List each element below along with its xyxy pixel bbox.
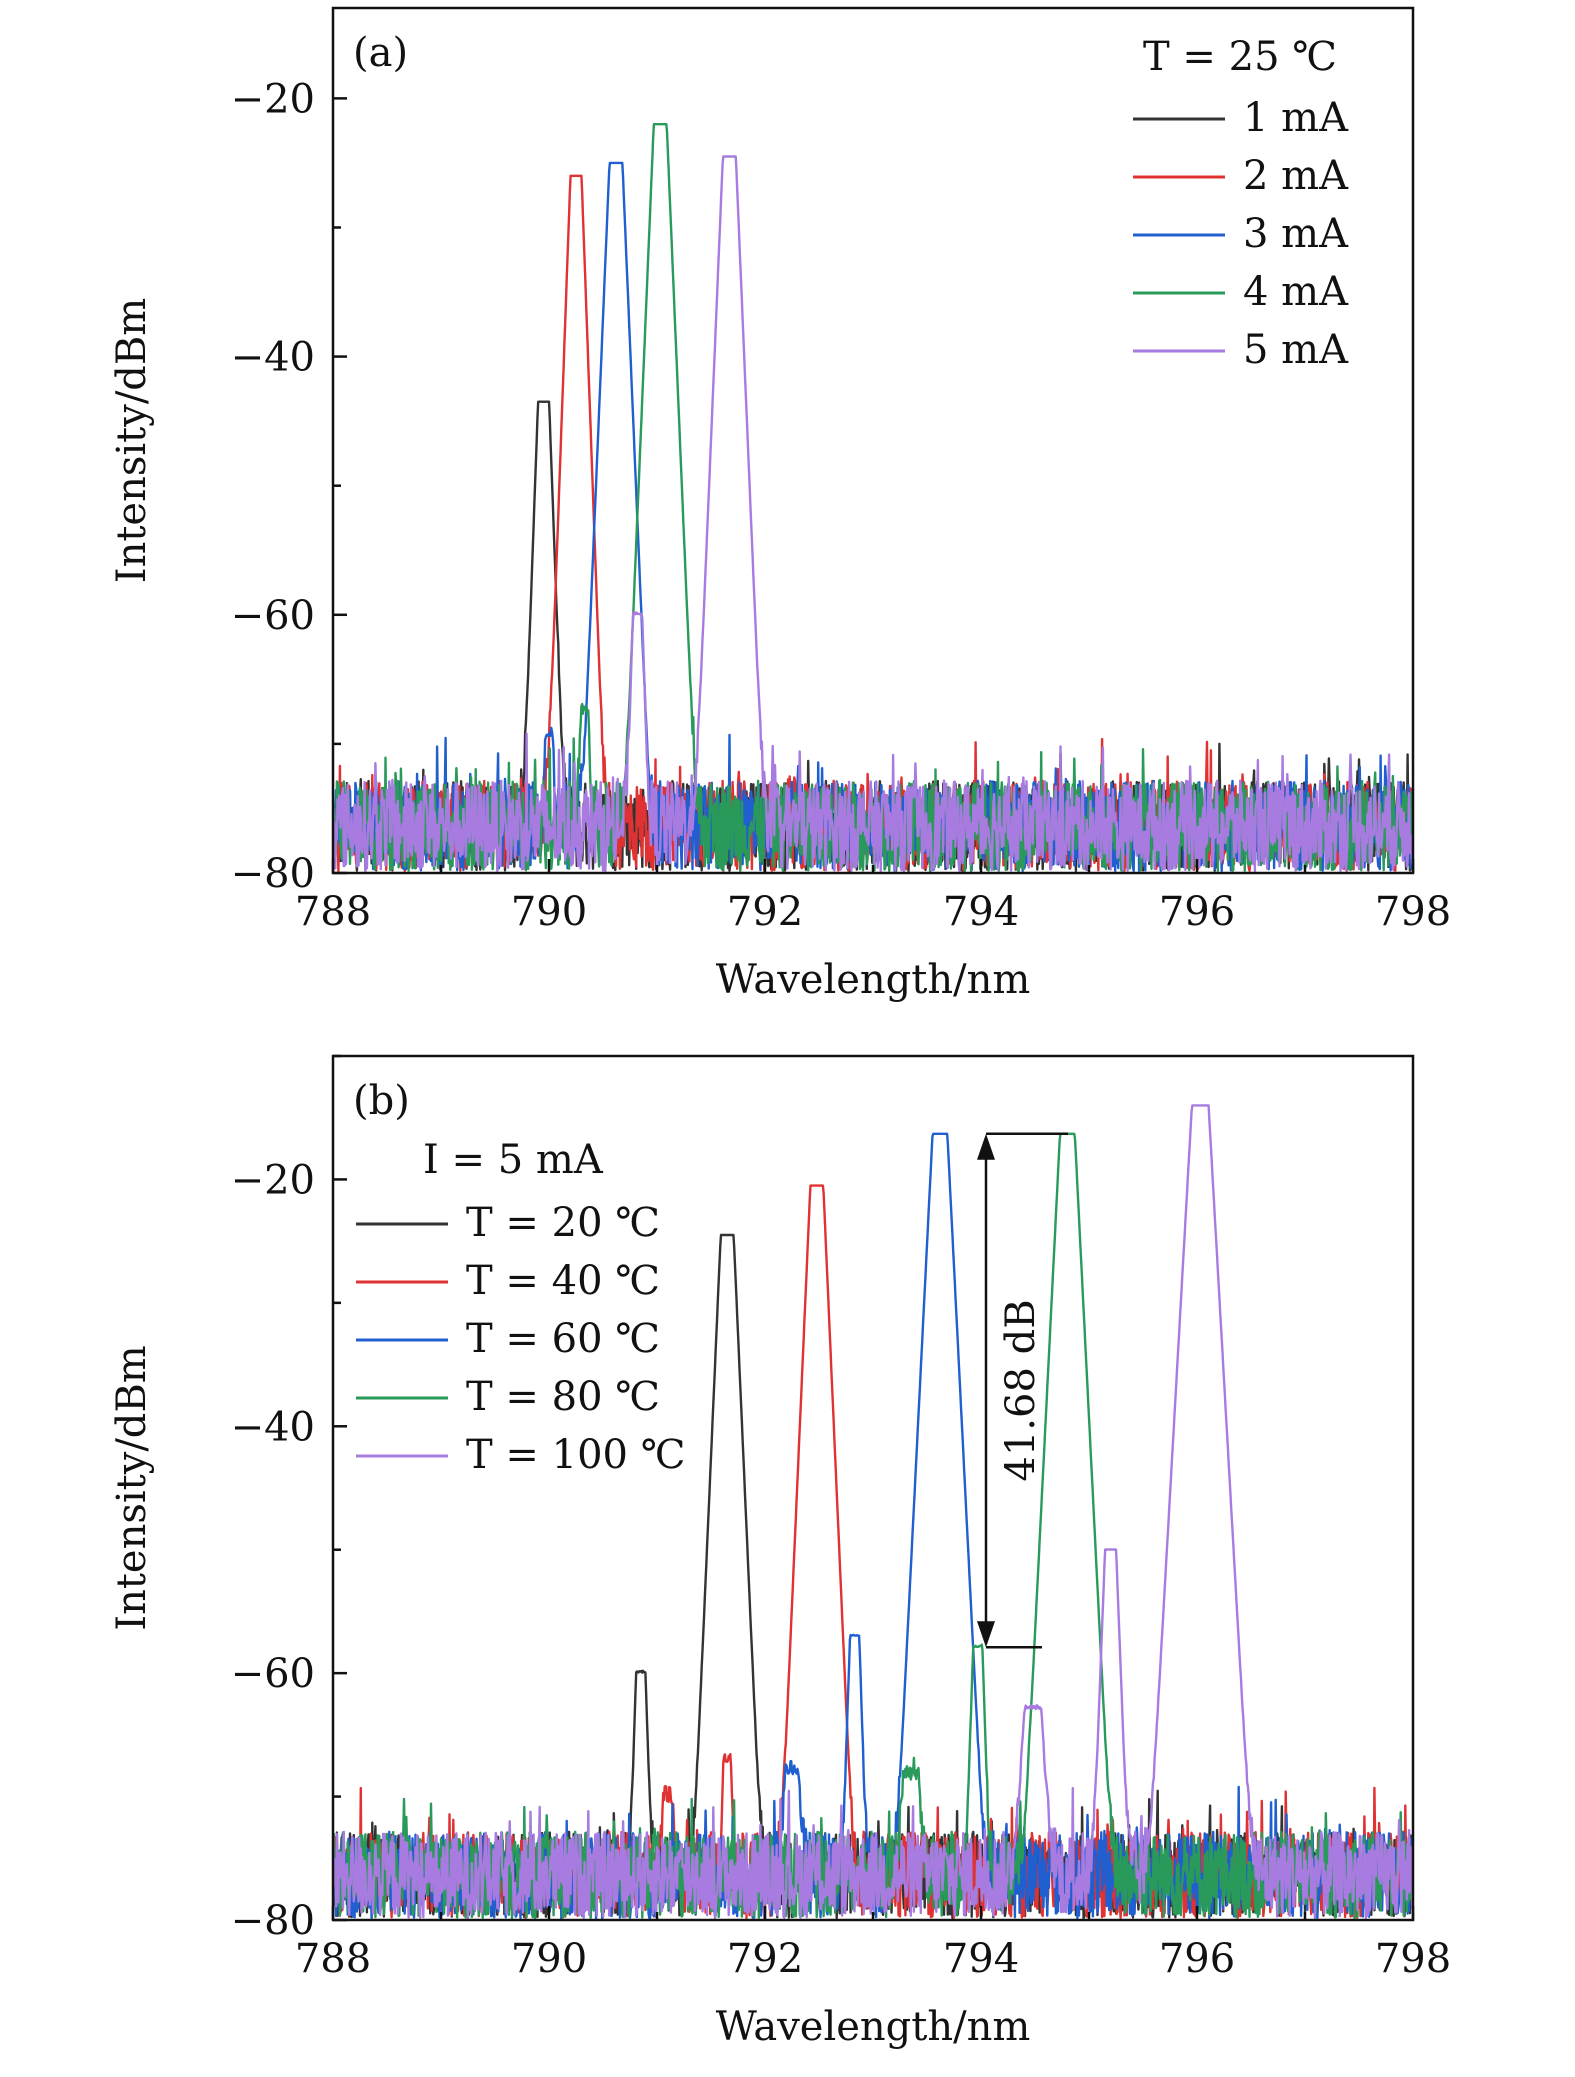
y-tick-label: −80 <box>231 851 315 897</box>
panel-b-legend: I = 5 mA T = 20 ℃ T = 40 ℃ T = 60 ℃ T = 80 … <box>356 1137 685 1478</box>
legend-entry: T = 80 ℃ <box>466 1374 660 1420</box>
x-tick-label: 788 <box>295 889 371 935</box>
panel-a-legend-title: T = 25 ℃ <box>1143 34 1337 80</box>
x-tick-label: 792 <box>727 889 803 935</box>
trace-a-5 <box>333 155 1413 873</box>
trace-b-4 <box>333 1132 1413 1920</box>
y-tick-label: −80 <box>231 1898 315 1944</box>
panel-a-traces <box>333 123 1413 873</box>
y-tick-label: −40 <box>231 335 315 381</box>
y-tick-label: −20 <box>231 1157 315 1203</box>
annotation-arrow-up <box>977 1133 995 1160</box>
y-tick-label: −60 <box>231 1651 315 1697</box>
legend-entry: 5 mA <box>1243 327 1349 373</box>
panel-b-frame <box>331 1054 1415 1922</box>
panel-b-traces <box>333 1104 1413 1920</box>
panel-b-y-axis-label: Intensity/dBm <box>109 1345 155 1630</box>
panel-b-legend-title: I = 5 mA <box>423 1137 604 1183</box>
x-tick-label: 796 <box>1159 1936 1235 1982</box>
panel-a-y-axis-label: Intensity/dBm <box>109 298 155 583</box>
x-tick-label: 798 <box>1375 889 1451 935</box>
x-tick-label: 790 <box>511 1936 587 1982</box>
panel-a-label: (a) <box>353 30 408 76</box>
panel-a-x-ticks: 788 790 792 794 796 798 <box>295 859 1451 935</box>
legend-entry: 3 mA <box>1243 211 1349 257</box>
panel-a-frame <box>331 6 1415 875</box>
legend-entry: 1 mA <box>1243 95 1349 141</box>
annotation-label: 41.68 dB <box>998 1299 1044 1481</box>
x-tick-label: 788 <box>295 1936 371 1982</box>
legend-entry: T = 100 ℃ <box>466 1432 685 1478</box>
y-tick-label: −40 <box>231 1404 315 1450</box>
panel-b-x-ticks: 788 790 792 794 796 798 <box>295 1906 1451 1982</box>
x-tick-label: 796 <box>1159 889 1235 935</box>
panel-a-x-axis-label: Wavelength/nm <box>716 957 1031 1003</box>
annotation-arrow-down <box>977 1621 995 1648</box>
legend-entry: T = 40 ℃ <box>466 1258 660 1304</box>
x-tick-label: 794 <box>943 1936 1019 1982</box>
panel-b-label: (b) <box>353 1078 410 1124</box>
suppression-ratio-annotation: 41.68 dB <box>977 1132 1068 1649</box>
trace-b-3 <box>333 1132 1413 1920</box>
trace-b-5 <box>333 1104 1413 1920</box>
panel-a-y-ticks: −20 −40 −60 −80 <box>231 76 347 897</box>
panel-a-chart: −20 −40 −60 −80 788 790 792 794 796 798 (a) Wave… <box>109 6 1451 1003</box>
legend-entry: T = 60 ℃ <box>466 1316 660 1362</box>
x-tick-label: 794 <box>943 889 1019 935</box>
y-tick-label: −60 <box>231 593 315 639</box>
x-tick-label: 798 <box>1375 1936 1451 1982</box>
panel-b-chart: −20 −40 −60 −80 788 790 792 794 796 798 (b) Wave… <box>109 1054 1451 2050</box>
panel-b-x-axis-label: Wavelength/nm <box>716 2004 1031 2050</box>
y-tick-label: −20 <box>231 76 315 122</box>
legend-entry: 2 mA <box>1243 153 1349 199</box>
legend-entry: T = 20 ℃ <box>466 1200 660 1246</box>
legend-entry: 4 mA <box>1243 269 1349 315</box>
panel-a-legend: T = 25 ℃ 1 mA 2 mA 3 mA 4 mA 5 mA <box>1133 34 1349 373</box>
panel-b-y-ticks: −20 −40 −60 −80 <box>231 1054 347 1944</box>
x-tick-label: 790 <box>511 889 587 935</box>
x-tick-label: 792 <box>727 1936 803 1982</box>
